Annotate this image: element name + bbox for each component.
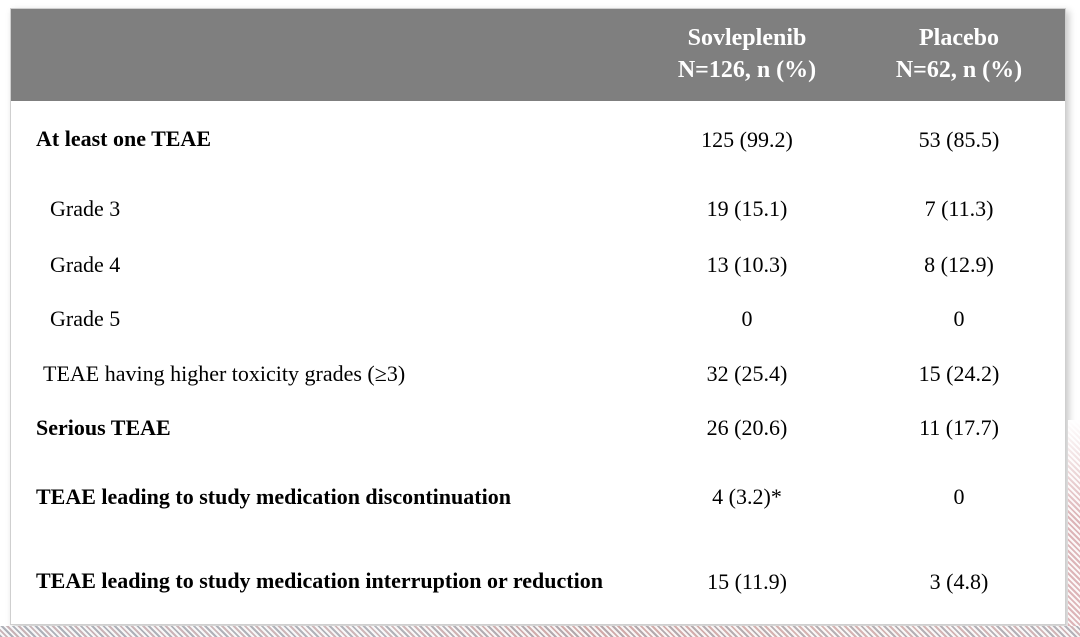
table-row: Grade 3 19 (15.1) 7 (11.3) bbox=[11, 178, 1065, 240]
sovleplenib-n: N=126, n (%) bbox=[677, 56, 817, 83]
placebo-n: N=62, n (%) bbox=[895, 56, 1023, 83]
row-label: TEAE leading to study medication interru… bbox=[36, 568, 603, 594]
row-label: Grade 4 bbox=[50, 251, 121, 277]
sovleplenib-value: 4 (3.2)* bbox=[712, 484, 782, 510]
placebo-value: 11 (17.7) bbox=[919, 415, 999, 441]
row-label: Serious TEAE bbox=[36, 414, 171, 440]
placebo-value: 15 (24.2) bbox=[918, 361, 1000, 387]
placebo-value: 3 (4.8) bbox=[929, 568, 989, 594]
sovleplenib-value: 13 (10.3) bbox=[706, 252, 788, 278]
row-label: TEAE leading to study medication discont… bbox=[36, 484, 511, 510]
table-header-row: Sovleplenib N=126, n (%) Placebo N=62, n… bbox=[11, 9, 1065, 101]
sovleplenib-value: 19 (15.1) bbox=[706, 196, 788, 222]
row-label: Grade 5 bbox=[50, 305, 121, 331]
table-row: At least one TEAE 125 (99.2) 53 (85.5) bbox=[11, 101, 1065, 179]
header-placebo: Placebo N=62, n (%) bbox=[853, 23, 1065, 86]
table-row: TEAE having higher toxicity grades (≥3) … bbox=[11, 348, 1065, 401]
placebo-value: 0 bbox=[953, 306, 965, 331]
table-row: Grade 5 0 0 bbox=[11, 290, 1065, 348]
table-row: Serious TEAE 26 (20.6) 11 (17.7) bbox=[11, 401, 1065, 456]
table-row: TEAE leading to study medication interru… bbox=[11, 539, 1065, 624]
teae-summary-table: Sovleplenib N=126, n (%) Placebo N=62, n… bbox=[10, 8, 1066, 625]
placebo-value: 7 (11.3) bbox=[924, 196, 994, 222]
table-row: Grade 4 13 (10.3) 8 (12.9) bbox=[11, 240, 1065, 290]
sovleplenib-value: 32 (25.4) bbox=[706, 361, 788, 387]
placebo-value: 8 (12.9) bbox=[924, 252, 994, 278]
row-label: At least one TEAE bbox=[36, 126, 211, 152]
placebo-value: 53 (85.5) bbox=[918, 126, 1000, 152]
placebo-name: Placebo bbox=[919, 25, 999, 52]
row-label: TEAE having higher toxicity grades (≥3) bbox=[43, 361, 406, 387]
placebo-value: 0 bbox=[953, 484, 965, 510]
sovleplenib-value: 0 bbox=[741, 306, 753, 331]
header-sovleplenib: Sovleplenib N=126, n (%) bbox=[641, 23, 853, 86]
row-label: Grade 3 bbox=[50, 196, 121, 222]
sovleplenib-value: 15 (11.9) bbox=[707, 568, 787, 594]
bottom-edge-decoration bbox=[0, 626, 1080, 637]
sovleplenib-value: 26 (20.6) bbox=[706, 415, 788, 441]
sovleplenib-name: Sovleplenib bbox=[687, 25, 807, 52]
table-row: TEAE leading to study medication discont… bbox=[11, 456, 1065, 540]
sovleplenib-value: 125 (99.2) bbox=[701, 126, 793, 152]
right-edge-decoration bbox=[1068, 420, 1080, 637]
